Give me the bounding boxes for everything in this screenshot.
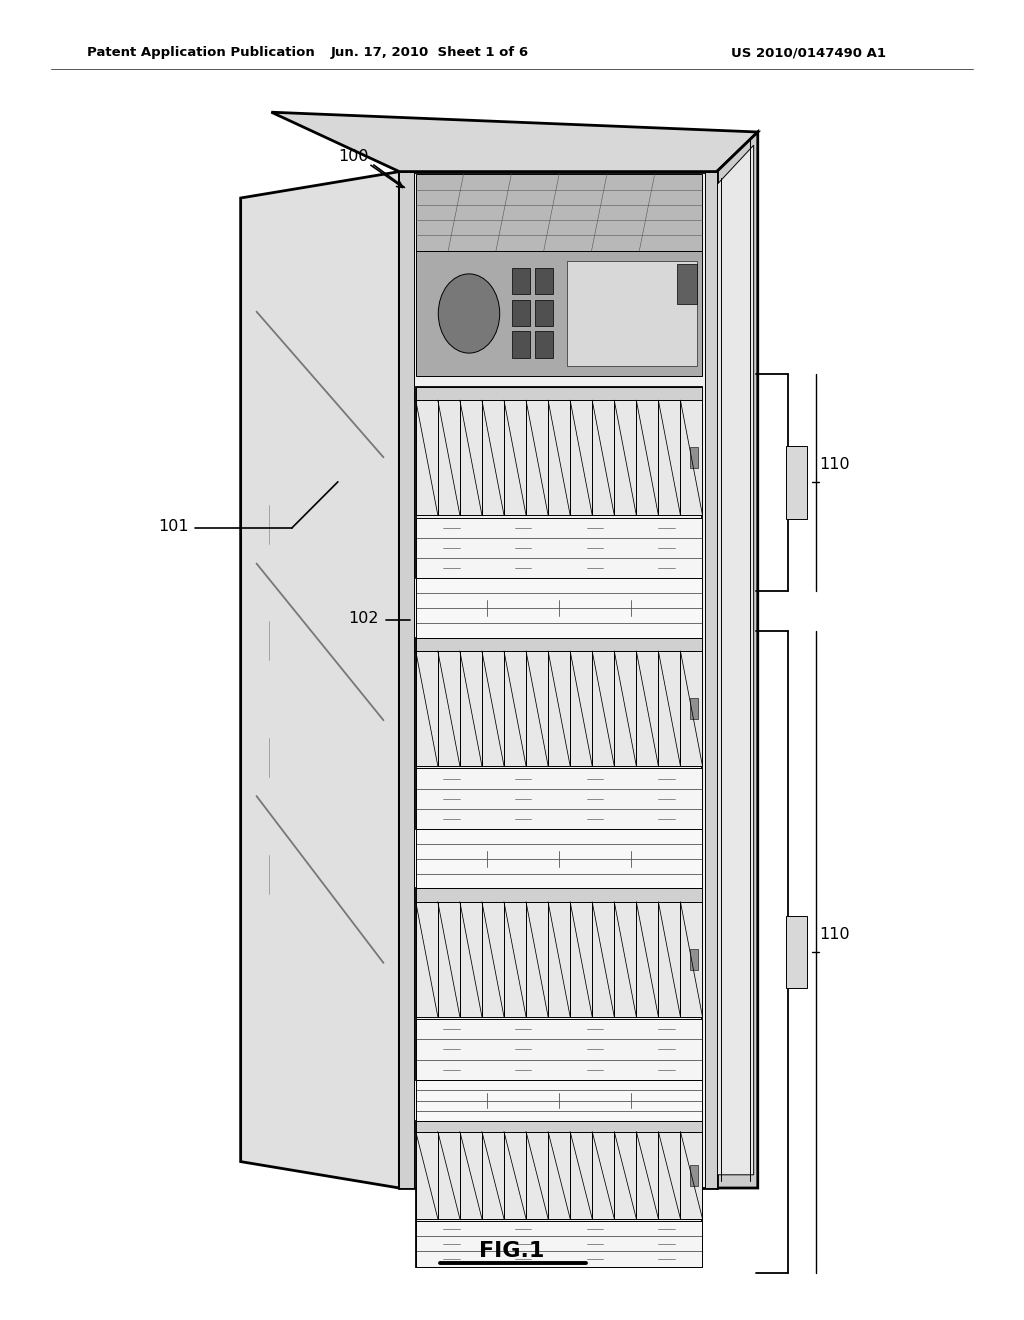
Polygon shape: [416, 1121, 702, 1267]
Polygon shape: [717, 145, 754, 1175]
Polygon shape: [416, 400, 702, 515]
Text: Jun. 17, 2010  Sheet 1 of 6: Jun. 17, 2010 Sheet 1 of 6: [331, 46, 529, 59]
Polygon shape: [399, 172, 717, 1188]
Text: 101: 101: [159, 519, 189, 533]
Polygon shape: [416, 1131, 702, 1218]
Bar: [535, 268, 553, 294]
Polygon shape: [567, 261, 697, 366]
Polygon shape: [677, 264, 697, 304]
Text: US 2010/0147490 A1: US 2010/0147490 A1: [731, 46, 887, 59]
Polygon shape: [416, 251, 702, 376]
Polygon shape: [416, 387, 702, 400]
Polygon shape: [690, 447, 698, 469]
Polygon shape: [416, 902, 702, 1016]
Text: FIG.1: FIG.1: [479, 1241, 545, 1262]
Bar: [512, 268, 530, 294]
Polygon shape: [416, 829, 702, 888]
Polygon shape: [399, 172, 414, 1188]
Polygon shape: [416, 1221, 702, 1267]
Polygon shape: [416, 1019, 702, 1080]
Text: 102: 102: [348, 611, 379, 626]
Bar: [512, 300, 530, 326]
Polygon shape: [416, 768, 702, 829]
Polygon shape: [786, 446, 807, 519]
Polygon shape: [416, 387, 702, 578]
Polygon shape: [416, 651, 702, 766]
Polygon shape: [416, 638, 702, 829]
Polygon shape: [690, 949, 698, 970]
Polygon shape: [416, 888, 702, 1080]
Polygon shape: [416, 578, 702, 638]
Polygon shape: [241, 172, 399, 1188]
Polygon shape: [416, 888, 702, 902]
Polygon shape: [416, 1121, 702, 1131]
Text: 110: 110: [819, 927, 850, 942]
Polygon shape: [690, 1164, 698, 1185]
Bar: [535, 331, 553, 358]
Polygon shape: [416, 1080, 702, 1121]
Polygon shape: [690, 698, 698, 719]
Polygon shape: [416, 638, 702, 651]
Bar: [535, 300, 553, 326]
Polygon shape: [416, 517, 702, 578]
Text: Patent Application Publication: Patent Application Publication: [87, 46, 314, 59]
Text: 110: 110: [819, 457, 850, 473]
Circle shape: [438, 273, 500, 352]
Bar: [512, 331, 530, 358]
Polygon shape: [705, 172, 717, 1188]
Polygon shape: [271, 112, 758, 172]
Text: 100: 100: [338, 149, 369, 164]
Polygon shape: [416, 174, 702, 251]
Polygon shape: [717, 132, 758, 1188]
Polygon shape: [786, 916, 807, 989]
